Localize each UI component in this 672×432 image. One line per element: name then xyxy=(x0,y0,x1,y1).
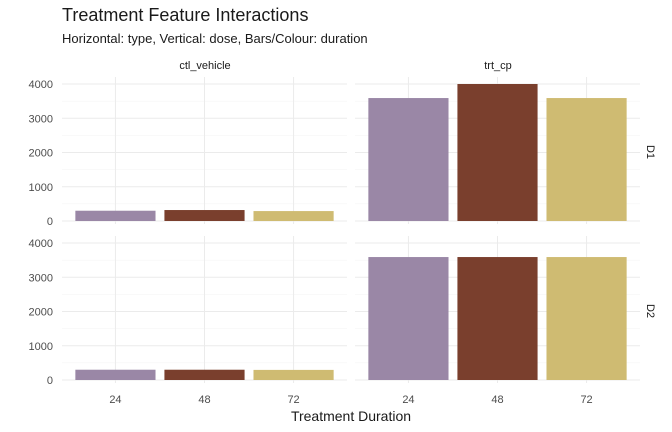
bar-trt_cp-D2-24 xyxy=(368,257,449,380)
bar-trt_cp-D1-48 xyxy=(457,84,538,221)
facet-col-label-1: ctl_vehicle xyxy=(179,60,230,72)
bar-ctl_vehicle-D2-48 xyxy=(164,369,245,380)
y-tick-label: 1000 xyxy=(29,341,53,353)
x-tick-label: 48 xyxy=(198,394,210,406)
x-tick-label: 72 xyxy=(580,394,592,406)
x-tick-label: 24 xyxy=(109,394,121,406)
bar-trt_cp-D1-24 xyxy=(368,98,449,221)
bar-trt_cp-D2-72 xyxy=(546,257,627,380)
chart-subtitle: Horizontal: type, Vertical: dose, Bars/C… xyxy=(62,31,368,46)
bar-trt_cp-D2-48 xyxy=(457,257,538,380)
x-axis-title: Treatment Duration xyxy=(291,408,411,424)
bar-ctl_vehicle-D2-72 xyxy=(253,369,334,380)
chart-title: Treatment Feature Interactions xyxy=(62,5,308,25)
bar-ctl_vehicle-D1-72 xyxy=(253,211,334,221)
y-tick-label: 0 xyxy=(47,216,53,228)
y-tick-label: 2000 xyxy=(29,307,53,319)
facet-row-label-2: D2 xyxy=(644,304,656,318)
y-tick-label: 3000 xyxy=(29,113,53,125)
y-tick-label: 3000 xyxy=(29,272,53,284)
y-tick-label: 0 xyxy=(47,375,53,387)
facet-col-label-2: trt_cp xyxy=(484,60,512,72)
y-tick-label: 2000 xyxy=(29,148,53,160)
bar-ctl_vehicle-D1-48 xyxy=(164,210,245,221)
x-tick-label: 24 xyxy=(402,394,414,406)
bar-ctl_vehicle-D1-24 xyxy=(75,210,156,221)
y-tick-label: 4000 xyxy=(29,238,53,250)
facet-row-label-1: D1 xyxy=(644,145,656,159)
bar-ctl_vehicle-D2-24 xyxy=(75,369,156,380)
y-tick-label: 4000 xyxy=(29,79,53,91)
bar-trt_cp-D1-72 xyxy=(546,98,627,221)
y-tick-label: 1000 xyxy=(29,182,53,194)
x-tick-label: 72 xyxy=(287,394,299,406)
x-tick-label: 48 xyxy=(491,394,503,406)
